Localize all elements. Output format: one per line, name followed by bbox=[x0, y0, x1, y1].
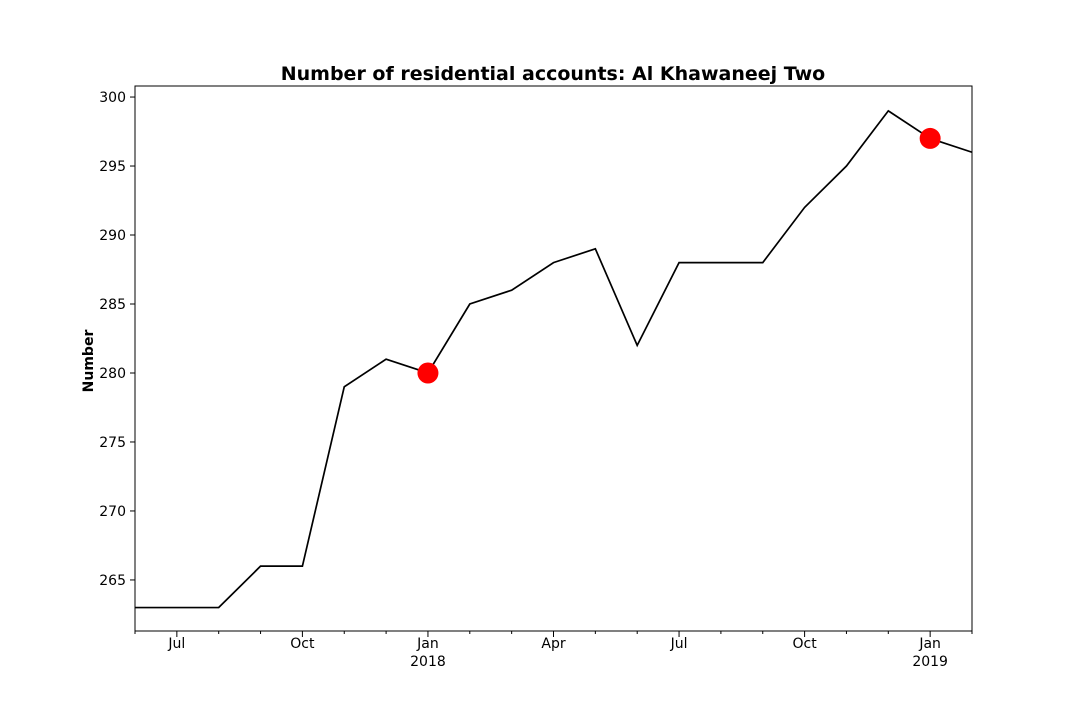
y-tick-label: 295 bbox=[99, 159, 126, 175]
chart-title: Number of residential accounts: Al Khawa… bbox=[281, 63, 826, 85]
highlight-points bbox=[417, 127, 941, 384]
plot-frame bbox=[134, 85, 973, 632]
x-tick-label: Jul bbox=[670, 636, 688, 652]
x-axis: Jul Oct Jan 2018 Apr Jul Oct Jan 2019 bbox=[134, 631, 973, 670]
x-tick-label: Oct bbox=[290, 636, 315, 652]
highlight-point bbox=[919, 127, 941, 149]
y-tick-label: 285 bbox=[99, 297, 126, 313]
y-tick-label: 290 bbox=[99, 228, 126, 244]
x-tick-year-label: 2018 bbox=[410, 654, 446, 670]
x-tick-label: Jan bbox=[918, 636, 941, 652]
x-tick-label: Jul bbox=[167, 636, 185, 652]
y-axis: 265 270 275 280 285 290 295 300 bbox=[99, 90, 135, 589]
y-tick-label: 300 bbox=[99, 90, 126, 106]
series-line bbox=[135, 109, 972, 609]
y-axis-label: Number bbox=[81, 330, 97, 393]
x-tick-label: Jan bbox=[416, 636, 439, 652]
highlight-point bbox=[417, 362, 439, 384]
y-tick-label: 265 bbox=[99, 573, 126, 589]
y-tick-label: 270 bbox=[99, 504, 126, 520]
x-tick-year-label: 2019 bbox=[912, 654, 948, 670]
x-tick-label: Oct bbox=[792, 636, 817, 652]
y-tick-label: 275 bbox=[99, 435, 126, 451]
y-tick-label: 280 bbox=[99, 366, 126, 382]
x-tick-label: Apr bbox=[541, 636, 565, 652]
plot-area bbox=[135, 109, 972, 609]
